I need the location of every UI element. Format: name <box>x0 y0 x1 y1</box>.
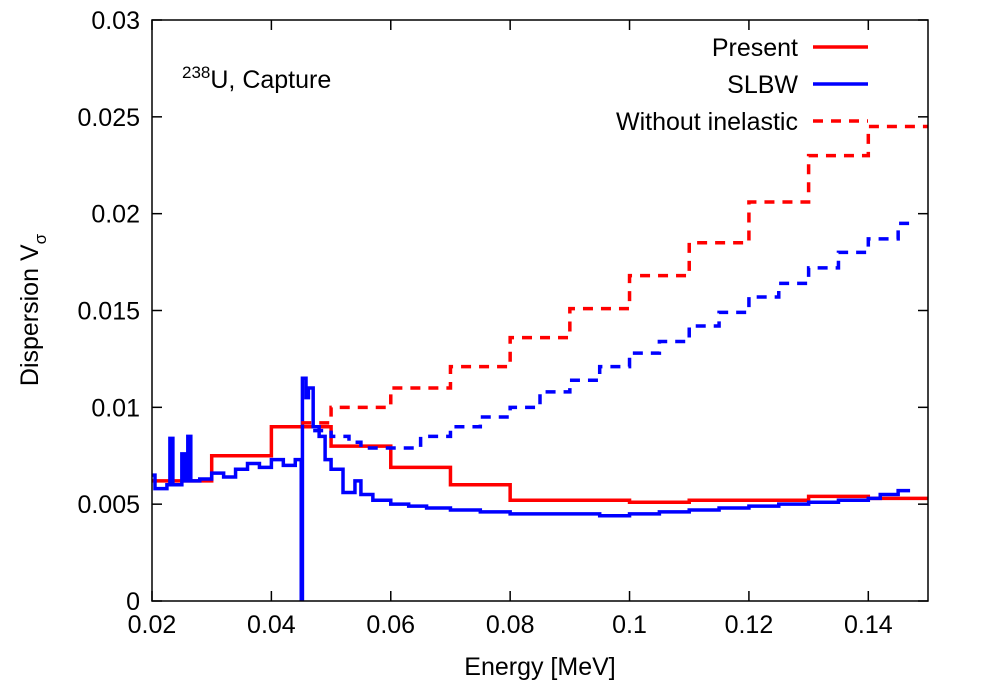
y-tick-label: 0.025 <box>77 104 140 132</box>
x-tick-label: 0.06 <box>366 611 415 639</box>
legend-label: SLBW <box>727 71 798 99</box>
x-tick-label: 0.1 <box>612 611 647 639</box>
y-tick-label: 0.03 <box>91 7 140 35</box>
x-tick-label: 0.04 <box>247 611 296 639</box>
plot-frame <box>151 19 929 602</box>
annotation-text: U, Capture <box>210 66 331 94</box>
y-tick-label: 0.005 <box>77 491 140 519</box>
y-axis-label-text: Dispersion V <box>16 244 44 386</box>
x-tick-label: 0.08 <box>486 611 535 639</box>
legend-label: Present <box>712 34 798 62</box>
x-axis-label: Energy [MeV] <box>464 653 615 681</box>
y-axis-label-subscript: σ <box>31 233 50 244</box>
y-axis-label: Dispersion Vσ <box>16 233 50 386</box>
legend-label: Without inelastic <box>616 108 798 136</box>
y-tick-label: 0.015 <box>77 298 140 326</box>
x-tick-label: 0.14 <box>844 611 893 639</box>
y-tick-label: 0 <box>126 588 140 616</box>
y-tick-label: 0.02 <box>91 201 140 229</box>
annotation-superscript: 238 <box>182 63 210 82</box>
y-tick-label: 0.01 <box>91 394 140 422</box>
data-line <box>301 124 928 425</box>
data-line <box>152 424 928 504</box>
annotation: 238U, Capture <box>182 63 331 94</box>
x-tick-label: 0.12 <box>725 611 774 639</box>
x-tick-label: 0.02 <box>128 611 177 639</box>
data-line <box>152 376 911 601</box>
data-line <box>313 217 912 450</box>
